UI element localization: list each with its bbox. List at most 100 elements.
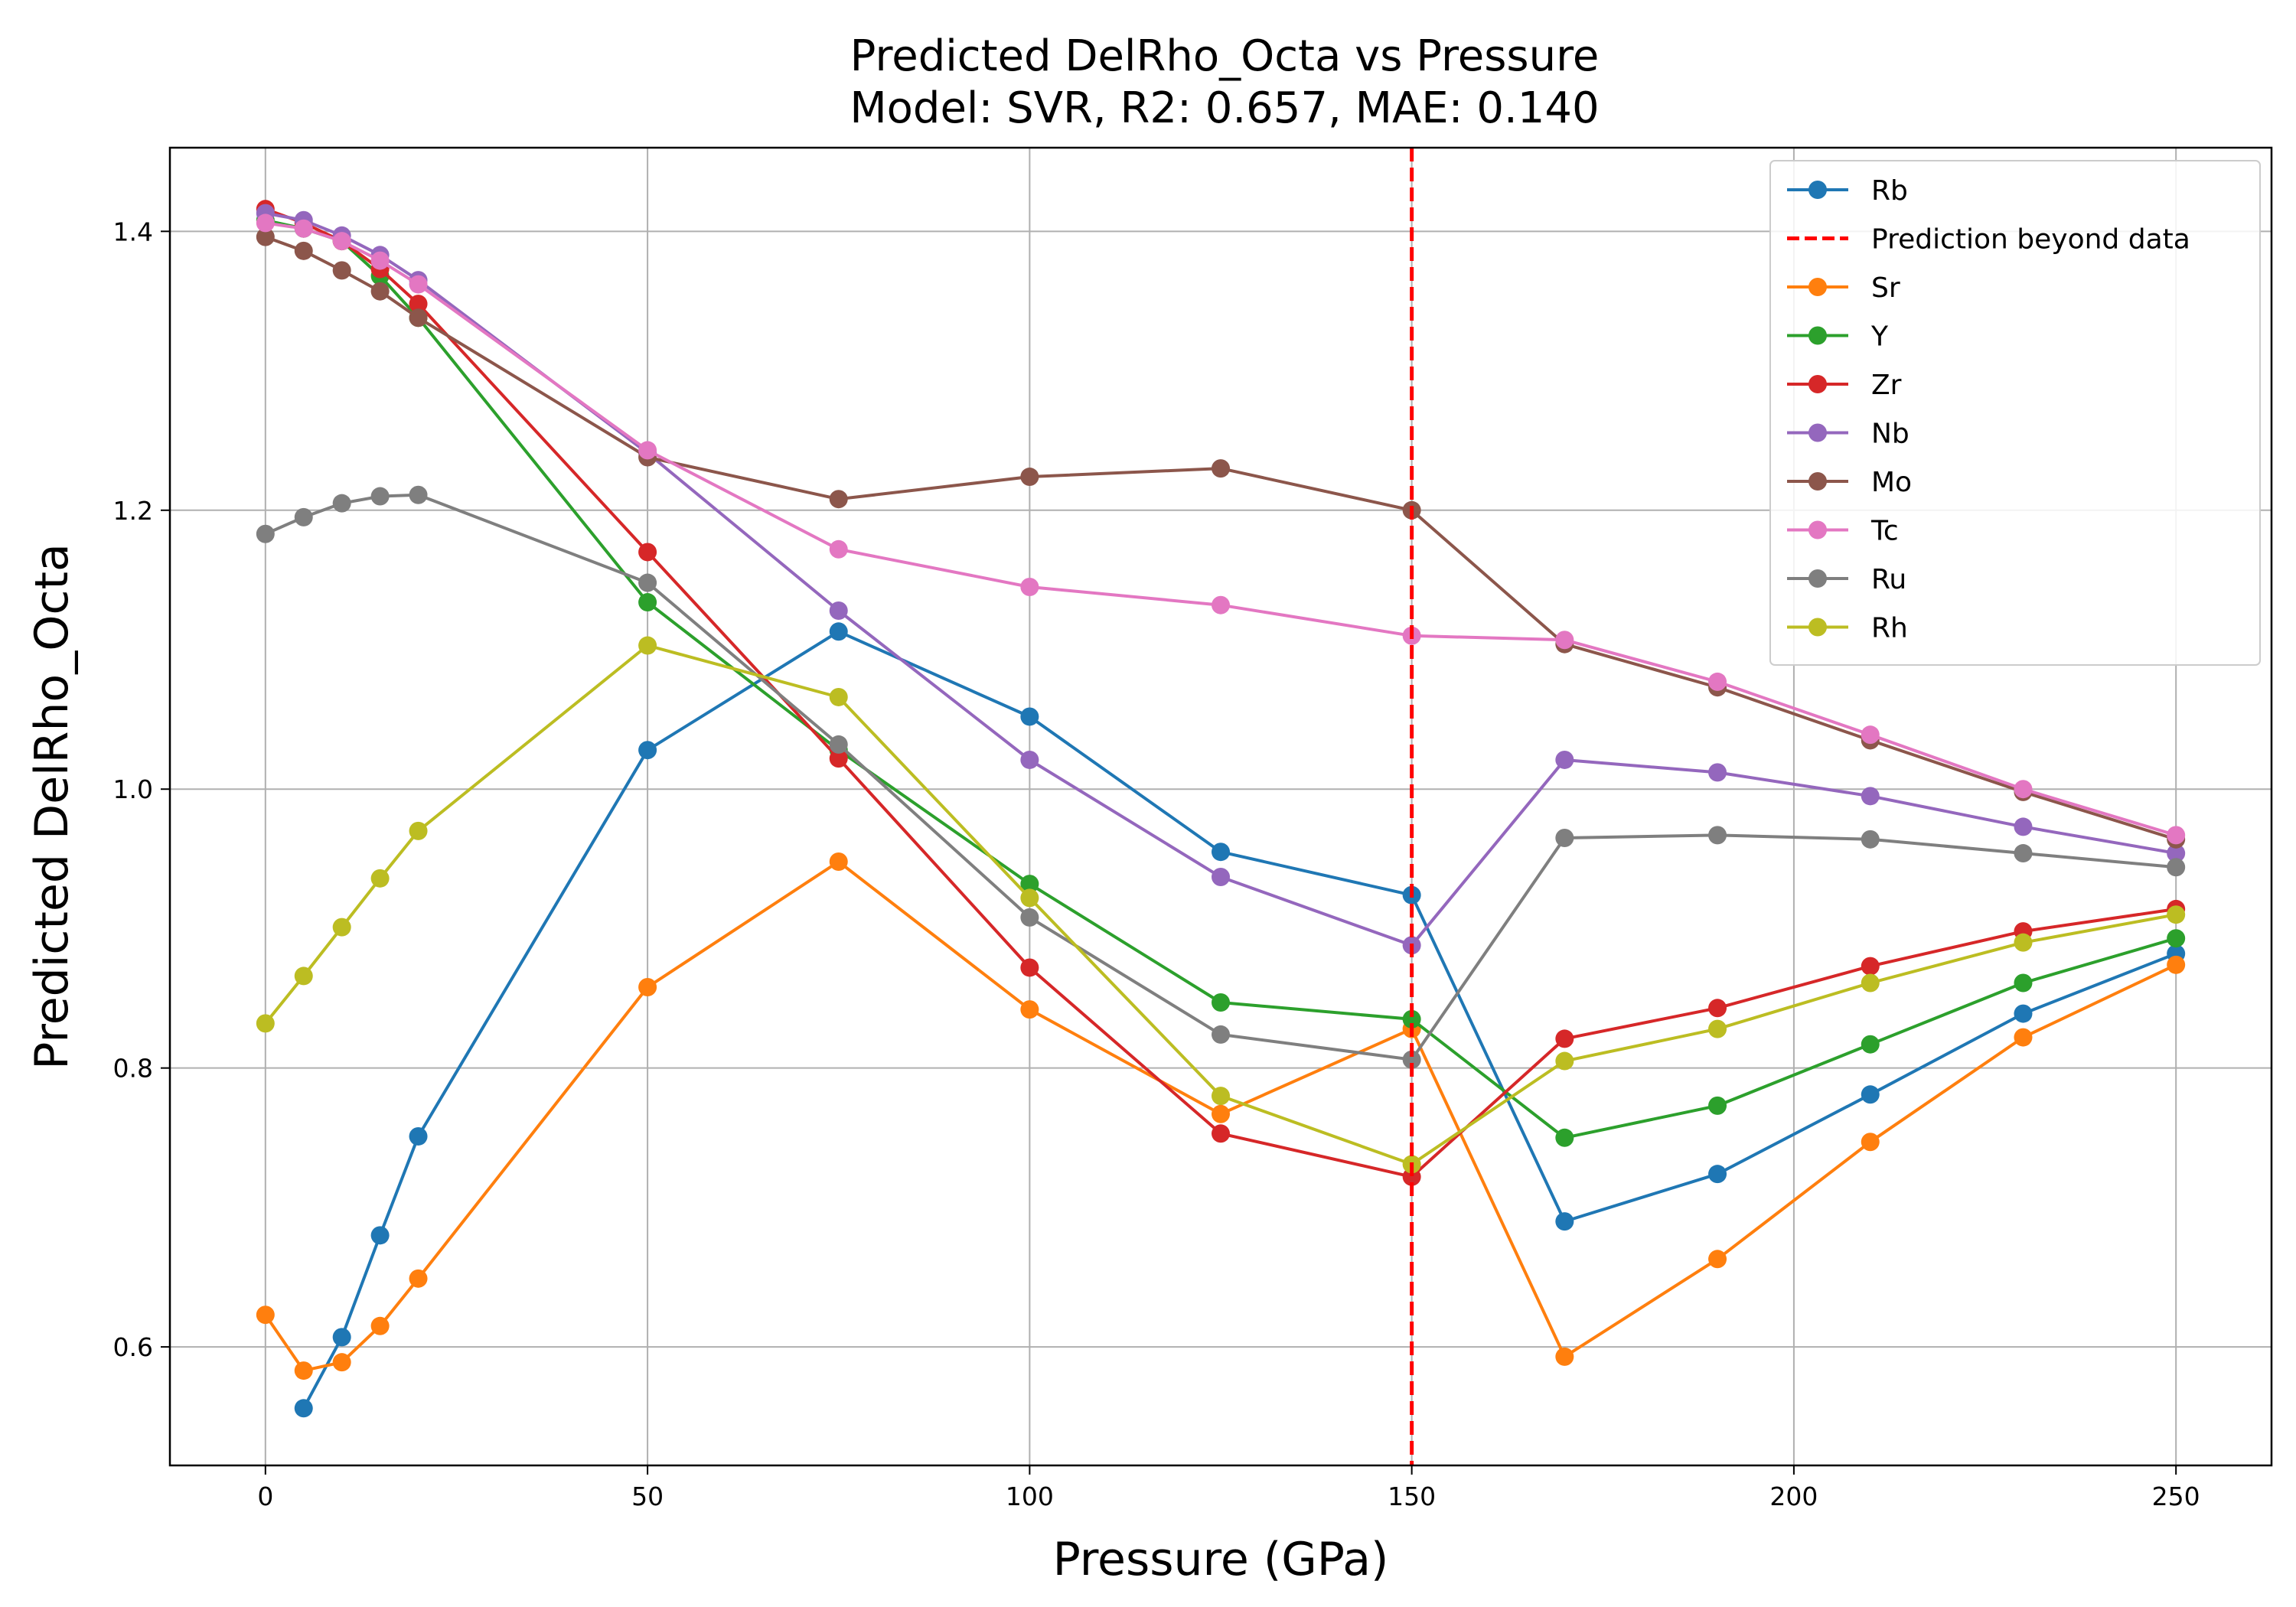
- data-point: [294, 1361, 313, 1380]
- legend-entry: Rh: [1787, 613, 1908, 644]
- series-line: [264, 644, 2177, 1166]
- y-axis-label: Predicted DelRho_Octa: [25, 543, 79, 1069]
- legend-marker: [1808, 520, 1827, 539]
- legend-box: [1769, 160, 2261, 666]
- data-point: [332, 232, 351, 251]
- data-point: [1402, 1009, 1421, 1028]
- data-point: [370, 869, 390, 888]
- legend-label: Mo: [1871, 467, 1912, 498]
- data-point: [2167, 929, 2186, 948]
- data-point: [829, 735, 848, 754]
- legend-marker: [1808, 569, 1827, 588]
- data-point: [1708, 1165, 1727, 1184]
- data-point: [1212, 993, 1230, 1012]
- legend-label: Tc: [1870, 516, 1899, 547]
- data-point: [829, 490, 848, 509]
- data-point: [1020, 1000, 1039, 1019]
- y-axis-ticks: 0.6 0.8 1.0 1.2 1.4: [113, 217, 170, 1362]
- data-point: [638, 441, 657, 460]
- data-point: [332, 261, 351, 280]
- x-tick-label: 100: [1006, 1482, 1054, 1511]
- x-tick-label: 150: [1388, 1482, 1436, 1511]
- legend-entry: Rb: [1787, 175, 1908, 207]
- series-ru: [256, 485, 2186, 1069]
- data-point: [1708, 763, 1727, 782]
- data-point: [1555, 750, 1574, 769]
- legend-label: Rh: [1871, 613, 1908, 644]
- data-point: [638, 741, 657, 760]
- data-point: [1708, 1019, 1727, 1038]
- data-point: [1708, 826, 1727, 845]
- legend-label: Ru: [1871, 564, 1906, 595]
- series-lines: [256, 200, 2186, 1418]
- data-point: [370, 487, 390, 506]
- data-point: [829, 622, 848, 641]
- y-tick-label: 0.8: [113, 1054, 153, 1084]
- data-point: [294, 1399, 313, 1418]
- data-point: [256, 1305, 275, 1325]
- data-point: [1212, 1104, 1230, 1123]
- data-point: [1212, 843, 1230, 862]
- data-point: [370, 282, 390, 301]
- data-point: [1861, 787, 1880, 806]
- data-point: [638, 573, 657, 592]
- legend-entry: Prediction beyond data: [1787, 224, 2190, 256]
- data-point: [370, 1316, 390, 1335]
- data-point: [2014, 1028, 2033, 1047]
- data-point: [829, 749, 848, 768]
- data-point: [1020, 750, 1039, 769]
- data-point: [332, 1353, 351, 1372]
- data-point: [1212, 459, 1230, 478]
- data-point: [1212, 868, 1230, 887]
- legend-marker: [1808, 472, 1827, 491]
- legend-marker: [1808, 278, 1827, 296]
- data-point: [1402, 1050, 1421, 1069]
- legend-label: Rb: [1871, 175, 1908, 207]
- data-point: [2014, 817, 2033, 836]
- series-nb: [256, 204, 2186, 955]
- data-point: [1212, 595, 1230, 614]
- data-point: [256, 524, 275, 543]
- series-sr: [256, 852, 2186, 1380]
- data-point: [1708, 672, 1727, 691]
- y-tick-label: 1.2: [113, 496, 153, 526]
- series-line: [302, 630, 2177, 1410]
- legend-label: Zr: [1871, 370, 1902, 401]
- data-point: [1861, 725, 1880, 745]
- data-point: [1861, 1085, 1880, 1104]
- legend-entry: Tc: [1787, 516, 1899, 547]
- data-point: [1020, 468, 1039, 487]
- legend-entry: Ru: [1787, 564, 1906, 595]
- data-point: [409, 308, 428, 328]
- data-point: [1555, 631, 1574, 650]
- data-point: [638, 977, 657, 996]
- data-point: [1555, 1347, 1574, 1366]
- legend-marker: [1808, 423, 1827, 442]
- data-point: [409, 485, 428, 504]
- data-point: [294, 507, 313, 526]
- data-point: [1555, 1128, 1574, 1147]
- data-point: [332, 494, 351, 513]
- data-point: [1020, 707, 1039, 726]
- data-point: [2014, 780, 2033, 799]
- data-point: [1555, 1029, 1574, 1048]
- data-point: [1212, 1087, 1230, 1106]
- data-point: [1555, 829, 1574, 847]
- series-tc: [256, 214, 2186, 845]
- chart-title: Predicted DelRho_Octa vs Pressure: [850, 31, 1600, 81]
- data-point: [1861, 1035, 1880, 1054]
- legend-label: Y: [1870, 321, 1889, 353]
- x-tick-label: 50: [631, 1482, 664, 1511]
- data-point: [1708, 999, 1727, 1018]
- data-point: [256, 1014, 275, 1033]
- data-point: [370, 251, 390, 270]
- legend-label: Nb: [1871, 419, 1910, 450]
- legend-label: Sr: [1871, 272, 1900, 304]
- legend-entry: Sr: [1787, 272, 1900, 304]
- x-tick-label: 250: [2152, 1482, 2200, 1511]
- data-point: [2167, 955, 2186, 974]
- data-point: [294, 241, 313, 260]
- data-point: [256, 214, 275, 233]
- data-point: [1212, 1025, 1230, 1044]
